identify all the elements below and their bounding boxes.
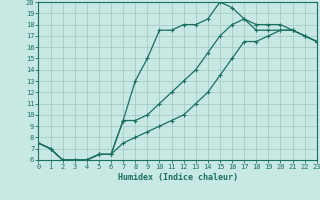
X-axis label: Humidex (Indice chaleur): Humidex (Indice chaleur) (118, 173, 238, 182)
